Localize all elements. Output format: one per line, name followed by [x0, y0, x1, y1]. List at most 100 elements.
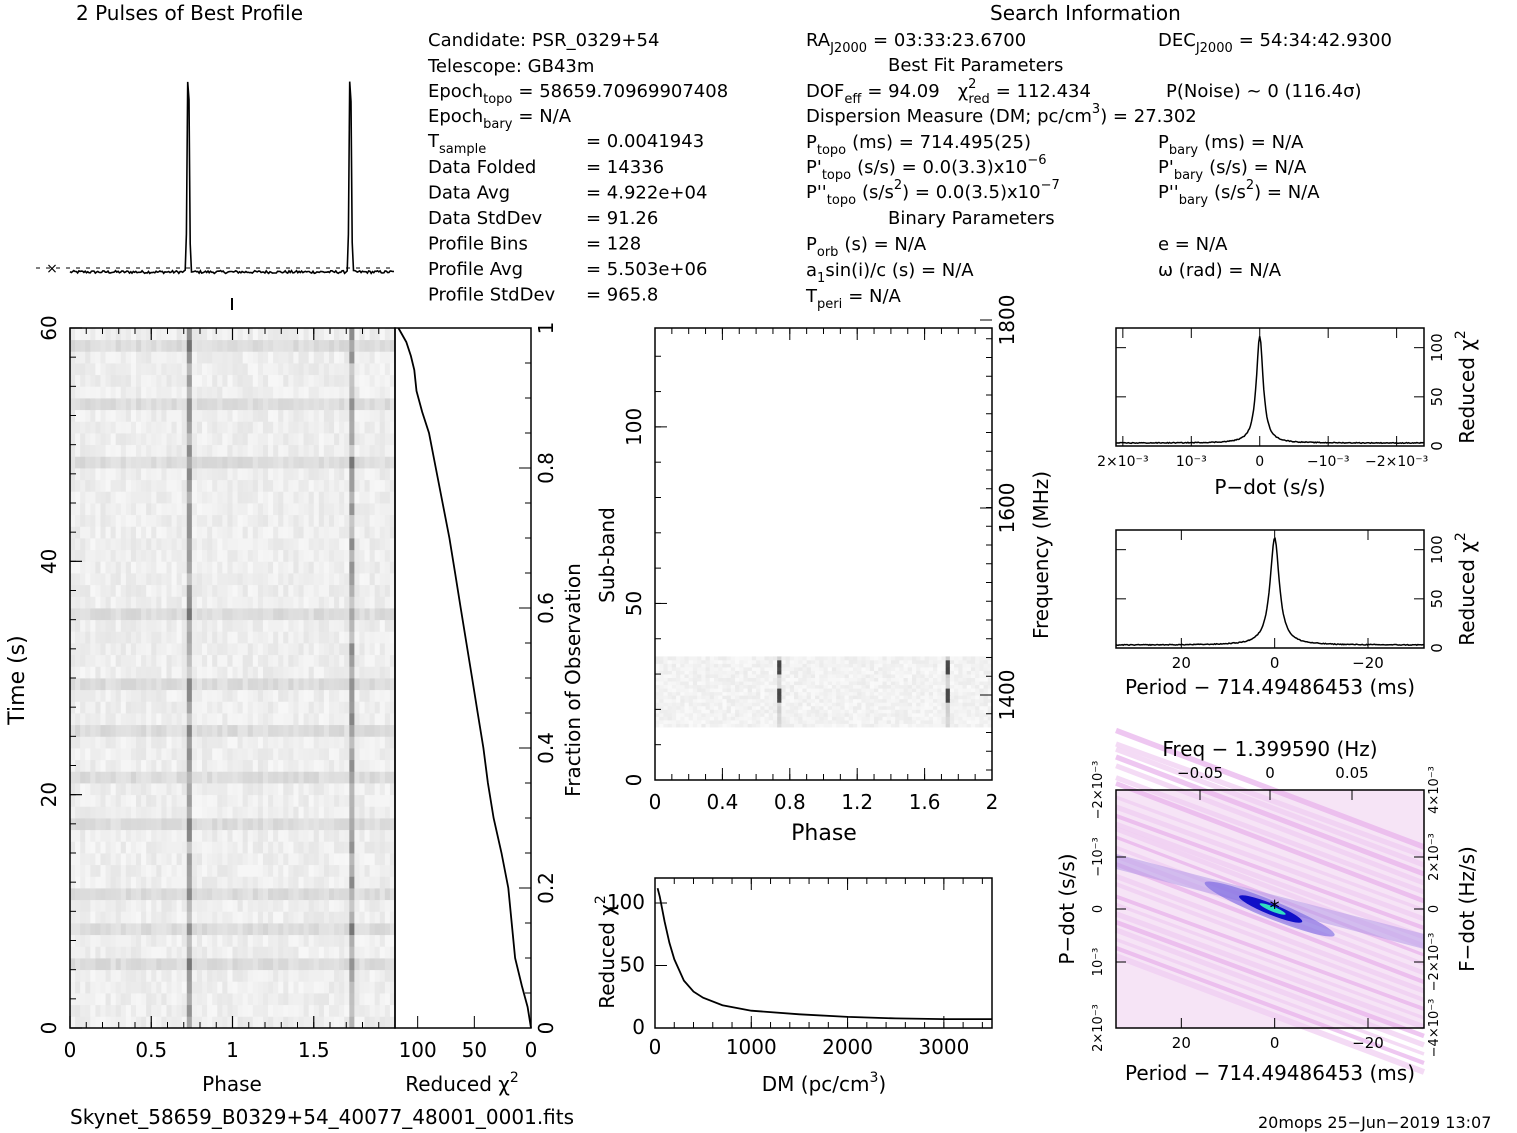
subband-cell — [781, 705, 786, 710]
subband-cell — [663, 712, 669, 717]
time-phase-cell — [181, 631, 188, 644]
time-phase-cell — [115, 363, 122, 376]
subband-cell — [671, 712, 677, 717]
time-phase-cell — [181, 958, 188, 971]
time-phase-cell — [374, 829, 381, 842]
subband-cell — [730, 723, 736, 728]
time-phase-cell — [273, 584, 279, 597]
time-phase-cell — [232, 993, 238, 1006]
subband-cell — [848, 712, 854, 717]
time-phase-cell — [232, 398, 238, 411]
subband-cell — [878, 716, 883, 721]
time-phase-cell — [171, 876, 178, 889]
subband-cell — [751, 709, 757, 714]
subband-cell — [907, 702, 913, 707]
subband-cell — [928, 719, 934, 724]
time-phase-cell — [328, 923, 335, 936]
time-phase-cell — [262, 409, 269, 422]
time-phase-cell — [136, 818, 142, 831]
subband-cell — [785, 691, 791, 696]
time-phase-cell — [141, 853, 147, 866]
time-phase-cell — [207, 783, 213, 796]
subband-cell — [895, 684, 900, 689]
time-phase-cell — [217, 701, 223, 714]
time-phase-cell — [283, 678, 289, 691]
time-phase-cell — [379, 608, 386, 621]
time-phase-cell — [120, 818, 127, 831]
time-phase-cell — [242, 888, 249, 901]
subband-cell — [722, 705, 728, 710]
time-phase-cell — [85, 538, 91, 551]
subband-cell — [806, 716, 812, 721]
time-phase-cell — [80, 958, 86, 971]
time-phase-cell — [202, 946, 208, 959]
subband-cell — [781, 723, 786, 728]
subband-cell — [903, 702, 909, 707]
time-phase-cell — [237, 409, 244, 422]
time-phase-cell — [151, 771, 157, 784]
time-phase-cell — [115, 491, 122, 504]
subband-cell — [756, 691, 761, 696]
time-phase-cell — [349, 864, 355, 877]
time-phase-cell — [125, 934, 132, 947]
time-phase-cell — [120, 619, 127, 632]
subband-cell — [730, 681, 736, 686]
time-phase-cell — [232, 818, 238, 831]
time-phase-cell — [196, 888, 203, 901]
time-phase-cell — [374, 969, 381, 982]
time-phase-cell — [120, 911, 127, 924]
time-phase-cell — [293, 748, 299, 761]
time-phase-cell — [308, 701, 315, 714]
subband-cell — [802, 698, 808, 703]
time-phase-cell — [389, 724, 396, 737]
time-phase-cell — [232, 549, 238, 562]
time-phase-cell — [75, 911, 81, 924]
time-phase-cell — [339, 479, 345, 492]
time-phase-cell — [156, 818, 162, 831]
time-phase-cell — [176, 619, 183, 632]
time-phase-cell — [90, 654, 96, 667]
time-phase-cell — [242, 573, 249, 586]
time-phase-cell — [120, 386, 127, 399]
time-phase-cell — [364, 736, 371, 749]
time-phase-cell — [379, 724, 386, 737]
subband-cell — [954, 712, 959, 717]
time-phase-cell — [313, 643, 320, 656]
time-phase-cell — [171, 771, 178, 784]
time-phase-cell — [146, 829, 152, 842]
time-phase-cell — [283, 631, 289, 644]
time-phase-cell — [141, 491, 147, 504]
time-phase-cell — [242, 806, 249, 819]
subband-cell — [895, 719, 900, 724]
subband-cell — [772, 698, 778, 703]
time-phase-cell — [344, 444, 350, 457]
time-phase-cell — [288, 794, 294, 807]
time-phase-cell — [151, 841, 157, 854]
subband-cell — [701, 698, 706, 703]
subband-cell — [903, 691, 909, 696]
time-phase-cell — [125, 573, 132, 586]
subband-cell — [928, 712, 934, 717]
time-phase-cell — [156, 421, 162, 434]
time-phase-cell — [171, 1016, 178, 1029]
time-phase-cell — [176, 643, 183, 656]
time-phase-cell — [293, 783, 299, 796]
subband-cell — [794, 688, 799, 693]
pdot-topo-text: P'topo (s/s) = 0.0(3.3)x10−6 — [806, 153, 1047, 183]
time-phase-cell — [125, 433, 132, 446]
time-phase-cell — [196, 526, 203, 539]
time-phase-cell — [146, 328, 152, 341]
time-phase-cell — [374, 923, 381, 936]
time-phase-cell — [120, 596, 127, 609]
subband-cell — [840, 723, 845, 728]
time-phase-cell — [293, 409, 299, 422]
subband-cell — [949, 684, 955, 689]
time-phase-cell — [364, 876, 371, 889]
subband-cell — [882, 723, 888, 728]
time-phase-cell — [379, 654, 386, 667]
time-phase-cell — [349, 386, 355, 399]
subband-cell — [671, 723, 677, 728]
subband-cell — [941, 723, 947, 728]
time-phase-cell — [268, 713, 274, 726]
time-phase-cell — [247, 479, 254, 492]
